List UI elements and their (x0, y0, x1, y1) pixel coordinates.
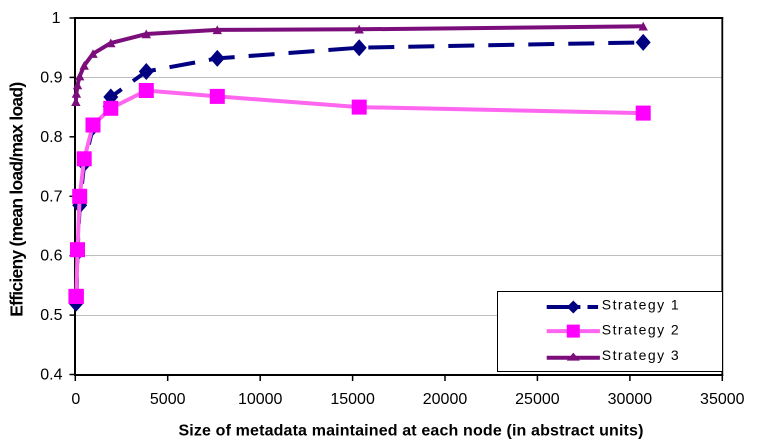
svg-text:0.7: 0.7 (40, 188, 62, 205)
svg-text:30000: 30000 (608, 391, 653, 408)
svg-text:25000: 25000 (515, 391, 560, 408)
svg-text:Strategy 2: Strategy 2 (602, 322, 680, 338)
svg-text:0.8: 0.8 (40, 129, 62, 146)
svg-text:15000: 15000 (330, 391, 375, 408)
svg-text:0.6: 0.6 (40, 248, 62, 265)
svg-text:10000: 10000 (238, 391, 283, 408)
svg-text:Size of metadata maintained at: Size of metadata maintained at each node… (178, 422, 643, 439)
svg-text:Efficieny (mean load/max load): Efficieny (mean load/max load) (7, 83, 27, 317)
svg-text:0.9: 0.9 (40, 69, 62, 86)
svg-text:0.4: 0.4 (40, 367, 62, 384)
svg-text:0.5: 0.5 (40, 307, 62, 324)
svg-text:0: 0 (71, 391, 80, 408)
svg-text:1: 1 (52, 10, 61, 27)
svg-text:Strategy 1: Strategy 1 (602, 296, 680, 312)
svg-text:Strategy 3: Strategy 3 (602, 347, 680, 363)
svg-text:5000: 5000 (150, 391, 186, 408)
svg-text:20000: 20000 (423, 391, 468, 408)
svg-text:35000: 35000 (700, 391, 745, 408)
